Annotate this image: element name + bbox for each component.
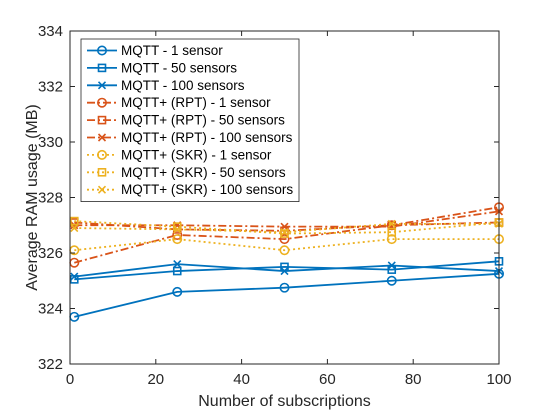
y-tick-label: 322	[38, 356, 63, 373]
x-tick-label: 60	[319, 371, 336, 388]
legend-entry: MQTT - 100 sensors	[87, 78, 245, 93]
x-tick-label: 20	[147, 371, 164, 388]
legend-entry: MQTT+ (RPT) - 100 sensors	[87, 130, 293, 145]
data-point	[386, 275, 397, 286]
legend-entry: MQTT - 50 sensors	[87, 60, 237, 75]
legend-swatch-marker	[97, 45, 108, 56]
x-tick-label: 40	[233, 371, 250, 388]
legend-label: MQTT+ (SKR) - 100 sensors	[121, 182, 293, 197]
legend-entry: MQTT+ (SKR) - 50 sensors	[87, 165, 286, 180]
y-tick-label: 326	[38, 245, 63, 262]
tick-labels: 0 20 40 60 80 100 322 324 326 328 330 332 334	[38, 23, 512, 388]
data-point	[387, 227, 397, 237]
series-line	[74, 220, 500, 235]
data-point	[280, 228, 289, 237]
legend-swatch-marker	[97, 185, 107, 194]
legend-entry: MQTT+ (SKR) - 1 sensor	[87, 147, 272, 162]
legend-label: MQTT+ (RPT) - 1 sensor	[121, 95, 271, 110]
legend-swatch-marker	[97, 81, 107, 90]
data-point	[69, 216, 79, 226]
axes-layer	[69, 30, 500, 365]
y-tick-label: 334	[38, 23, 63, 40]
legend-entry: MQTT+ (RPT) - 50 sensors	[87, 113, 285, 128]
x-tick-label: 100	[486, 371, 511, 388]
x-axis-label: Number of subscriptions	[198, 393, 371, 410]
data-point	[173, 260, 182, 269]
series-layer	[69, 202, 504, 322]
data-point	[279, 245, 290, 256]
legend-label: MQTT+ (RPT) - 100 sensors	[121, 130, 293, 145]
data-point	[387, 219, 396, 228]
data-point	[172, 286, 183, 297]
legend-swatch-marker	[97, 149, 108, 160]
legend-label: MQTT - 100 sensors	[121, 78, 245, 93]
legend-swatch-marker	[97, 133, 107, 142]
legend-entry: MQTT+ (RPT) - 1 sensor	[87, 95, 271, 110]
y-tick-label: 332	[38, 79, 63, 96]
legend-entry: MQTT - 1 sensor	[87, 43, 223, 58]
legend: MQTT - 1 sensor MQTT - 50 sensors MQTT - 1…	[80, 38, 300, 203]
series-line	[74, 272, 500, 318]
legend-swatch-marker	[97, 63, 107, 73]
data-point	[70, 272, 79, 281]
legend-swatch-marker	[97, 168, 107, 177]
data-point	[172, 234, 183, 245]
legend-swatch-marker	[97, 115, 107, 125]
y-tick-label: 324	[38, 301, 63, 318]
series-9	[70, 219, 504, 237]
data-point	[172, 266, 182, 276]
y-tick-label: 330	[38, 134, 63, 151]
data-point	[387, 261, 396, 270]
y-axis-label: Average RAM usage (MB)	[24, 104, 41, 290]
legend-label: MQTT+ (SKR) - 50 sensors	[121, 165, 286, 180]
legend-label: MQTT+ (RPT) - 50 sensors	[121, 113, 285, 128]
legend-label: MQTT - 1 sensor	[121, 43, 223, 58]
data-point	[279, 282, 290, 293]
data-point	[280, 266, 289, 276]
legend-label: MQTT - 50 sensors	[121, 60, 237, 75]
legend-box	[80, 38, 300, 203]
x-tick-label: 0	[66, 371, 74, 388]
legend-label: MQTT+ (SKR) - 1 sensor	[121, 147, 272, 162]
series-line	[74, 238, 499, 252]
data-point	[280, 229, 289, 238]
y-tick-label: 328	[38, 190, 63, 207]
series-line	[74, 206, 500, 264]
legend-swatch-marker	[97, 97, 108, 108]
data-point	[70, 223, 79, 233]
legend-entry: MQTT+ (SKR) - 100 sensors	[87, 182, 293, 197]
x-tick-label: 80	[405, 371, 422, 388]
data-point	[173, 225, 182, 234]
